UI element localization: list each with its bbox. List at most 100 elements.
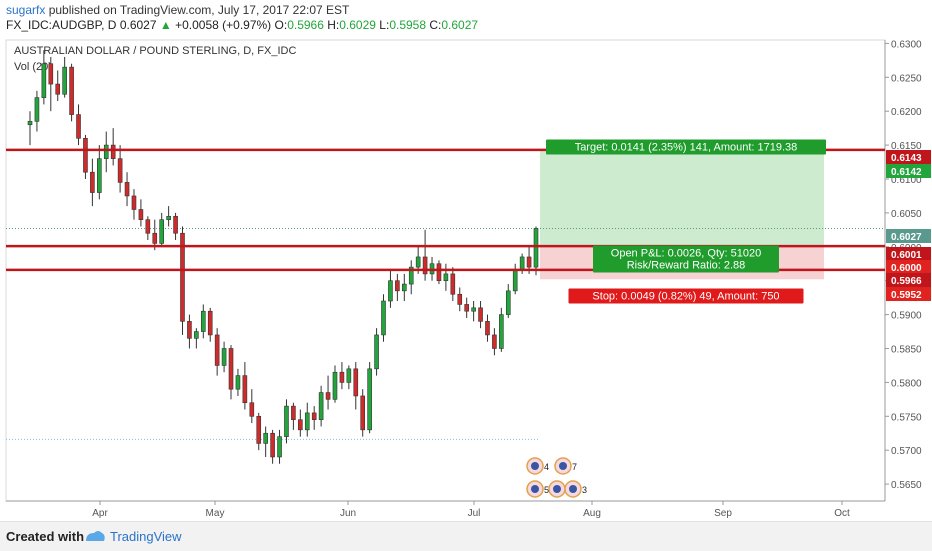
- candle-body: [443, 273, 449, 281]
- candle-body: [69, 66, 74, 115]
- event-count: 5: [544, 485, 549, 495]
- candle-body: [110, 144, 116, 159]
- candle-body: [381, 300, 386, 336]
- candle-body: [117, 158, 123, 183]
- candle-body: [492, 334, 497, 349]
- price-axis-label: 0.6001: [891, 250, 922, 261]
- candle-body: [298, 419, 303, 431]
- candle-body: [332, 371, 338, 400]
- candle-body: [214, 334, 220, 366]
- y-tick-label: 0.5700: [891, 446, 922, 457]
- tradingview-brand-link[interactable]: TradingView: [110, 529, 182, 544]
- footer-bar: Created with TradingView: [0, 521, 932, 551]
- candle-body: [325, 392, 331, 400]
- event-flag-dot: [559, 462, 567, 470]
- candle-body: [505, 290, 511, 315]
- author-link[interactable]: sugarfx: [6, 3, 46, 17]
- candle-body: [526, 256, 532, 268]
- x-tick-label: Aug: [583, 508, 601, 519]
- candle-body: [395, 280, 400, 292]
- candle-body: [533, 228, 539, 268]
- y-tick-label: 0.5800: [891, 378, 922, 389]
- y-tick-label: 0.6150: [891, 141, 922, 152]
- price-chart[interactable]: 0.6300 0.6250 0.6200 0.6150 0.6100 0.6050 0.60…: [0, 38, 932, 521]
- x-tick-label: Oct: [834, 508, 850, 519]
- last-price: 0.6027: [119, 18, 157, 32]
- candle-body: [159, 219, 164, 244]
- volume-indicator-label: Vol (20): [14, 61, 52, 73]
- price-axis-label: 0.6143: [891, 153, 922, 164]
- candle-body: [173, 215, 178, 234]
- candle-body: [360, 395, 366, 431]
- candle-body: [519, 256, 525, 271]
- candle-body: [194, 331, 199, 339]
- open-label: O:: [274, 18, 288, 32]
- y-tick-label: 0.6250: [891, 73, 922, 84]
- target-label-box: [546, 139, 826, 155]
- candle-body: [124, 182, 130, 197]
- y-tick-label: 0.6200: [891, 107, 922, 118]
- event-count: 4: [544, 462, 549, 472]
- candle-body: [402, 283, 407, 292]
- candle-body: [152, 232, 158, 244]
- candle-body: [103, 144, 109, 159]
- low-label: L:: [379, 18, 390, 32]
- candle-body: [374, 334, 379, 370]
- candle-body: [200, 310, 206, 332]
- tradingview-logo-icon[interactable]: [84, 527, 106, 545]
- candle-body: [41, 63, 47, 98]
- x-tick-label: Jun: [340, 508, 356, 519]
- candle-body: [388, 280, 393, 302]
- candle-body: [367, 368, 372, 431]
- price-axis-label: 0.5952: [891, 290, 922, 301]
- target-zone: [540, 150, 824, 247]
- x-tick-label: Apr: [92, 508, 108, 519]
- price-axis-label-box: [886, 273, 931, 287]
- low-value: 0.5958: [389, 18, 427, 32]
- candle-body: [415, 256, 421, 268]
- event-flag-dot: [531, 485, 539, 493]
- candle-body: [422, 256, 428, 275]
- candle-body: [207, 310, 213, 336]
- y-tick-label: 0.5900: [891, 311, 922, 322]
- high-label: H:: [327, 18, 340, 32]
- candle-body: [471, 307, 476, 312]
- close-value: 0.6027: [441, 18, 479, 32]
- candle-body: [228, 348, 234, 390]
- candle-body: [34, 97, 40, 122]
- price-axis-label-box: [886, 164, 931, 178]
- symbol-info-line: FX_IDC:AUDGBP, D 0.6027 ▲ +0.0058 (+0.97…: [6, 18, 478, 32]
- open-value: 0.5966: [287, 18, 324, 32]
- y-tick-label: 0.5650: [891, 480, 922, 491]
- candle-body: [256, 415, 262, 444]
- event-flag-dot: [569, 485, 577, 493]
- pnl-label-text: Open P&L: 0.0026, Qty: 51020: [611, 248, 761, 260]
- candle-body: [97, 158, 102, 193]
- created-with-label: Created with: [6, 529, 85, 544]
- price-axis-label: 0.6142: [891, 167, 922, 178]
- candle-body: [485, 321, 490, 336]
- candle-body: [499, 314, 504, 349]
- stop-label-text: Stop: 0.0049 (0.82%) 49, Amount: 750: [592, 291, 779, 303]
- candle-body: [166, 215, 171, 220]
- candle-body: [478, 307, 483, 322]
- candle-body: [436, 263, 442, 281]
- candle-body: [512, 270, 518, 292]
- candle-body: [76, 114, 81, 139]
- candle-body: [131, 195, 137, 210]
- stop-label-box: [568, 288, 804, 304]
- candle-body: [277, 436, 282, 458]
- high-value: 0.6029: [339, 18, 376, 32]
- candle-body: [346, 368, 352, 383]
- price-axis-label-box: [886, 287, 931, 301]
- event-flag-dot: [531, 462, 539, 470]
- candle-body: [339, 371, 345, 383]
- candle-body: [408, 266, 414, 285]
- candle-body: [464, 304, 469, 312]
- publish-info: published on TradingView.com, July 17, 2…: [48, 3, 350, 17]
- price-axis-label-box: [886, 260, 931, 274]
- event-flag-dot: [553, 485, 561, 493]
- price-axis-label-box: [886, 150, 931, 164]
- price-axis-label-box: [886, 229, 931, 243]
- price-axis-label: 0.5966: [891, 276, 922, 287]
